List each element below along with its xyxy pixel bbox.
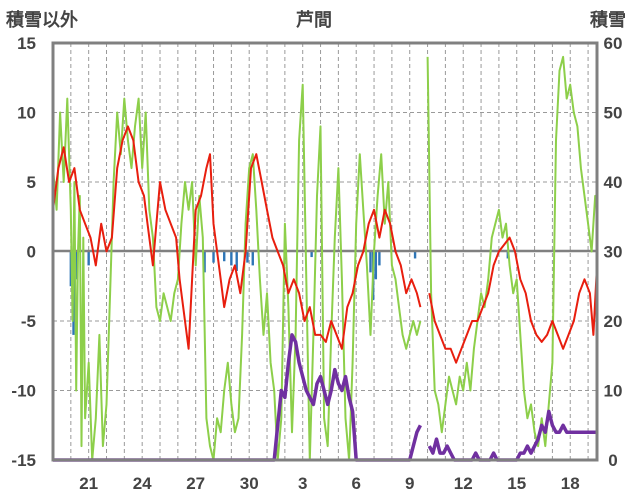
- left-tick-label: 0: [27, 243, 36, 262]
- right-tick-label: 30: [604, 243, 623, 262]
- x-tick-label: 21: [79, 474, 98, 493]
- bar: [203, 251, 206, 273]
- x-tick-label: 18: [561, 474, 580, 493]
- series-lines: [52, 55, 598, 462]
- temperature-series-line: [52, 125, 598, 364]
- right-tick-label: 40: [604, 173, 623, 192]
- green-series-line: [52, 55, 598, 461]
- left-tick-labels: 15 10 5 0 -5 -10 -15: [11, 34, 36, 470]
- snow-series-line: [53, 333, 597, 462]
- chart-title: 芦間: [296, 10, 332, 30]
- bar: [223, 251, 226, 262]
- right-tick-label: 10: [604, 382, 623, 401]
- left-tick-label: 10: [17, 104, 36, 123]
- left-tick-label: -5: [21, 312, 36, 331]
- right-tick-label: 20: [604, 312, 623, 331]
- plot-frame: [51, 41, 599, 462]
- x-tick-labels: 21 24 27 30 3 6 9 12 15 18: [79, 474, 579, 493]
- x-tick-label: 12: [454, 474, 473, 493]
- right-axis-title: 積雪: [590, 10, 626, 30]
- bar: [378, 251, 381, 266]
- right-tick-label: 60: [604, 34, 623, 53]
- bar: [251, 251, 254, 266]
- left-tick-label: -10: [11, 382, 36, 401]
- left-axis-title: 積雪以外: [6, 10, 78, 30]
- right-tick-label: 0: [608, 451, 617, 470]
- left-tick-label: 5: [27, 173, 36, 192]
- bar: [413, 251, 417, 259]
- right-tick-label: 50: [604, 104, 623, 123]
- x-tick-label: 30: [240, 474, 259, 493]
- x-tick-label: 9: [405, 474, 414, 493]
- bar: [87, 251, 90, 266]
- x-tick-label: 3: [298, 474, 307, 493]
- bar: [230, 251, 233, 266]
- bar: [212, 251, 215, 263]
- right-tick-labels: 60 50 40 30 20 10 0: [604, 34, 623, 470]
- bar: [369, 251, 372, 273]
- bar: [374, 251, 378, 280]
- bar: [235, 251, 238, 271]
- bar: [74, 251, 78, 280]
- x-tick-label: 27: [186, 474, 205, 493]
- x-tick-label: 15: [507, 474, 526, 493]
- x-tick-label: 6: [351, 474, 360, 493]
- x-tick-label: 24: [133, 474, 152, 493]
- bar: [246, 251, 249, 263]
- bar: [310, 251, 313, 258]
- left-tick-label: -15: [11, 451, 36, 470]
- left-tick-label: 15: [17, 34, 36, 53]
